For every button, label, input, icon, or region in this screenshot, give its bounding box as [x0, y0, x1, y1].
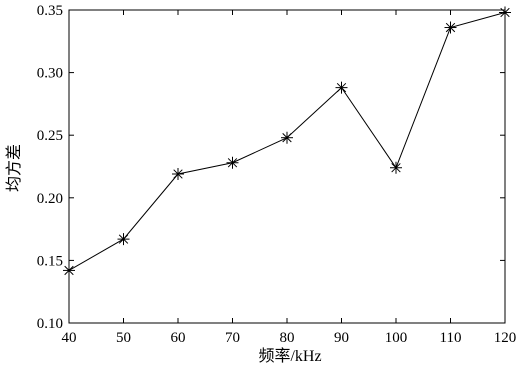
x-axis-label: 频率/kHz — [258, 347, 321, 365]
x-tick-label: 90 — [334, 330, 349, 346]
x-tick-label: 50 — [116, 330, 131, 346]
data-point-marker — [281, 131, 293, 144]
data-point-marker — [226, 156, 239, 169]
marker-stroke — [336, 82, 347, 93]
marker-stroke — [173, 169, 183, 179]
series-markers — [63, 6, 511, 277]
y-tick-label: 0.35 — [37, 3, 63, 19]
marker-stroke — [282, 133, 292, 143]
axis-tick-labels: 40 50 60 70 80 90 100 110 120 0.10 0.15 0.20 0.25 0.3… — [37, 3, 517, 346]
y-tick-label: 0.25 — [37, 128, 63, 144]
data-point-marker — [117, 233, 130, 246]
marker-stroke — [391, 163, 401, 173]
x-tick-label: 40 — [62, 330, 77, 346]
marker-stroke — [118, 234, 129, 244]
data-point-marker — [63, 264, 75, 277]
x-tick-label: 70 — [225, 330, 240, 346]
x-tick-label: 100 — [385, 330, 408, 346]
y-tick-label: 0.20 — [37, 191, 63, 207]
x-tick-label: 110 — [440, 330, 462, 346]
data-point-marker — [335, 81, 348, 94]
y-tick-label: 0.10 — [37, 316, 63, 332]
marker-stroke — [64, 265, 74, 276]
axis-ticks — [68, 9, 506, 324]
y-tick-label: 0.30 — [37, 66, 63, 82]
data-point-marker — [390, 161, 402, 174]
y-axis-label: 均方差 — [5, 144, 23, 192]
data-point-marker — [499, 6, 511, 19]
marker-stroke — [445, 22, 456, 33]
y-tick-label: 0.15 — [37, 253, 63, 269]
data-point-marker — [444, 21, 457, 34]
marker-stroke — [500, 7, 510, 18]
x-tick-label: 80 — [280, 330, 295, 346]
x-tick-label: 120 — [494, 330, 517, 346]
data-point-marker — [172, 168, 184, 181]
marker-stroke — [227, 158, 238, 168]
x-tick-label: 60 — [171, 330, 186, 346]
